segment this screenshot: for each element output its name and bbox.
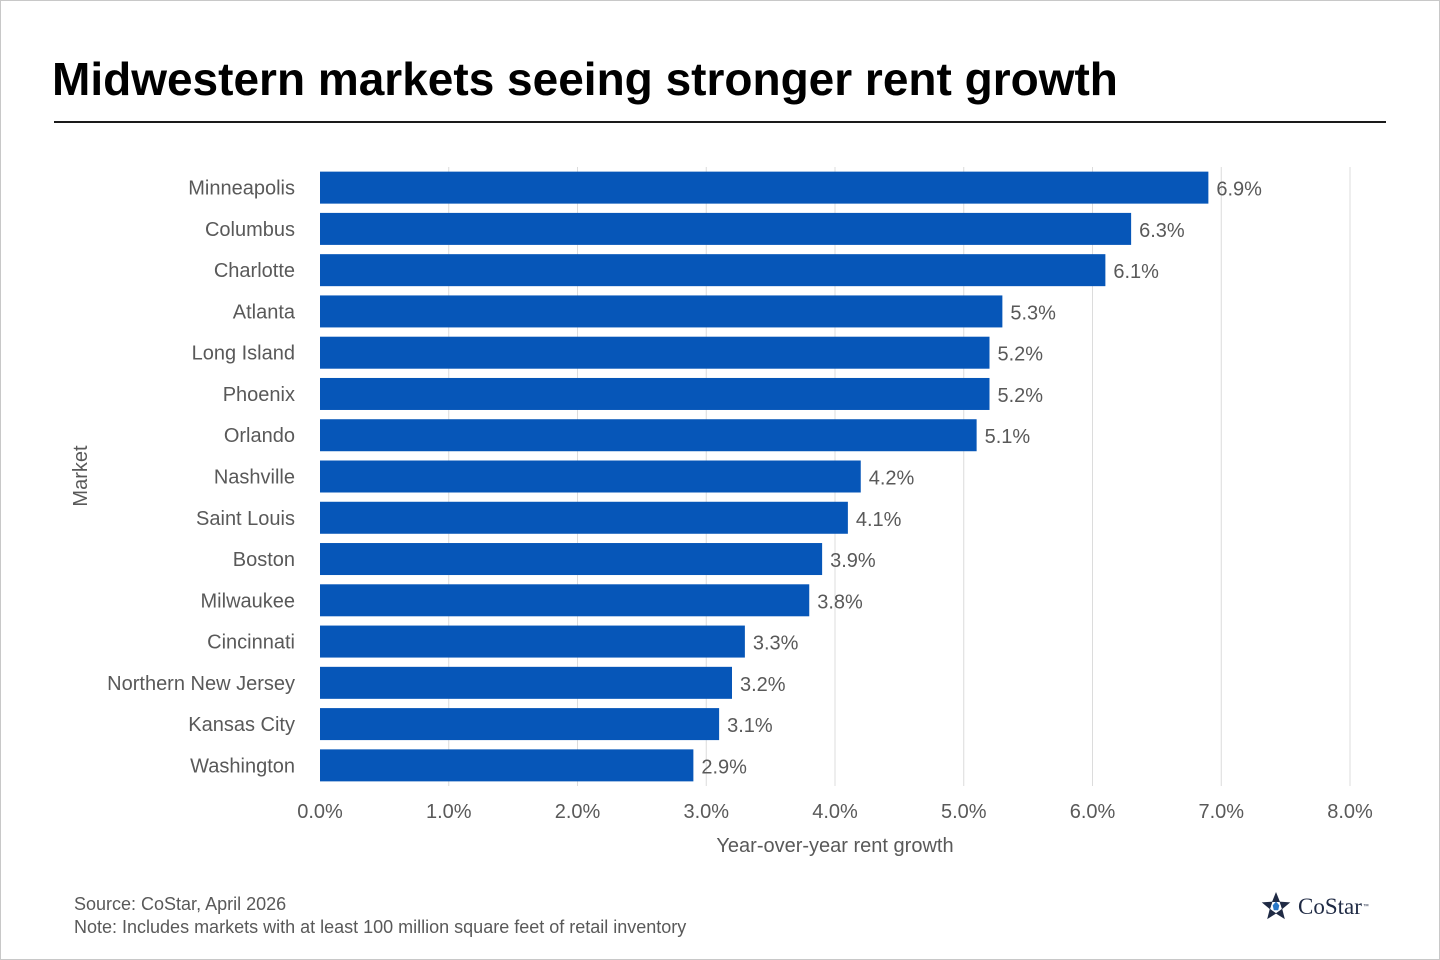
x-axis-title: Year-over-year rent growth [716, 835, 953, 857]
category-label: Milwaukee [201, 590, 295, 612]
category-label: Orlando [224, 425, 295, 447]
x-tick-label: 0.0% [297, 801, 343, 823]
bar [320, 749, 694, 782]
category-label: Charlotte [214, 260, 295, 282]
value-label: 3.1% [727, 715, 773, 737]
x-tick-label: 1.0% [426, 801, 472, 823]
inventory-note: Note: Includes markets with at least 100… [74, 917, 687, 937]
value-label: 2.9% [701, 756, 747, 778]
value-label: 3.9% [830, 550, 876, 572]
logo-wordmark: CoStar [1298, 894, 1362, 919]
value-label: 3.3% [753, 633, 799, 655]
value-label: 3.8% [817, 591, 863, 613]
chart-footer: Source: CoStar, April 2026 Note: Include… [74, 893, 686, 939]
value-label: 6.3% [1139, 220, 1185, 242]
category-label: Nashville [214, 467, 295, 489]
logo-trademark: ™ [1362, 904, 1369, 910]
value-label: 5.2% [998, 344, 1044, 366]
bar [320, 336, 990, 369]
x-tick-label: 7.0% [1198, 801, 1244, 823]
category-label: Minneapolis [188, 178, 295, 200]
bar [320, 254, 1106, 287]
source-note: Source: CoStar, April 2026 [74, 894, 287, 914]
bar [320, 501, 848, 534]
bar [320, 419, 977, 452]
category-label: Cincinnati [207, 632, 295, 654]
category-label: Atlanta [233, 301, 296, 323]
category-label: Saint Louis [196, 508, 295, 530]
category-label: Columbus [205, 219, 295, 241]
bar [320, 666, 732, 699]
bar [320, 625, 745, 658]
value-label: 5.3% [1010, 302, 1056, 324]
value-label: 5.2% [998, 385, 1044, 407]
category-label: Kansas City [188, 714, 295, 736]
value-label: 4.1% [856, 509, 902, 531]
bar [320, 584, 810, 617]
x-tick-label: 2.0% [555, 801, 601, 823]
x-tick-label: 5.0% [941, 801, 987, 823]
costar-logo: CoStar ™ [1260, 891, 1369, 923]
category-label: Boston [233, 549, 295, 571]
title-rule [54, 121, 1386, 123]
bar [320, 377, 990, 410]
bar [320, 708, 720, 741]
x-tick-label: 4.0% [812, 801, 858, 823]
x-tick-label: 6.0% [1070, 801, 1116, 823]
bar [320, 295, 1003, 328]
bar [320, 460, 861, 493]
y-axis-title: Market [70, 445, 92, 507]
value-label: 4.2% [869, 468, 915, 490]
value-label: 6.9% [1216, 179, 1262, 201]
x-tick-label: 8.0% [1327, 801, 1373, 823]
category-label: Northern New Jersey [107, 673, 295, 695]
value-label: 6.1% [1113, 261, 1159, 283]
value-label: 3.2% [740, 674, 786, 696]
x-tick-label: 3.0% [683, 801, 729, 823]
chart-title: Midwestern markets seeing stronger rent … [52, 53, 1118, 105]
category-label: Phoenix [223, 384, 295, 406]
bar [320, 171, 1209, 204]
value-label: 5.1% [985, 426, 1031, 448]
category-label: Washington [190, 755, 295, 777]
bar [320, 543, 823, 576]
bar [320, 212, 1132, 245]
category-label: Long Island [192, 343, 295, 365]
costar-star-icon [1261, 892, 1291, 920]
